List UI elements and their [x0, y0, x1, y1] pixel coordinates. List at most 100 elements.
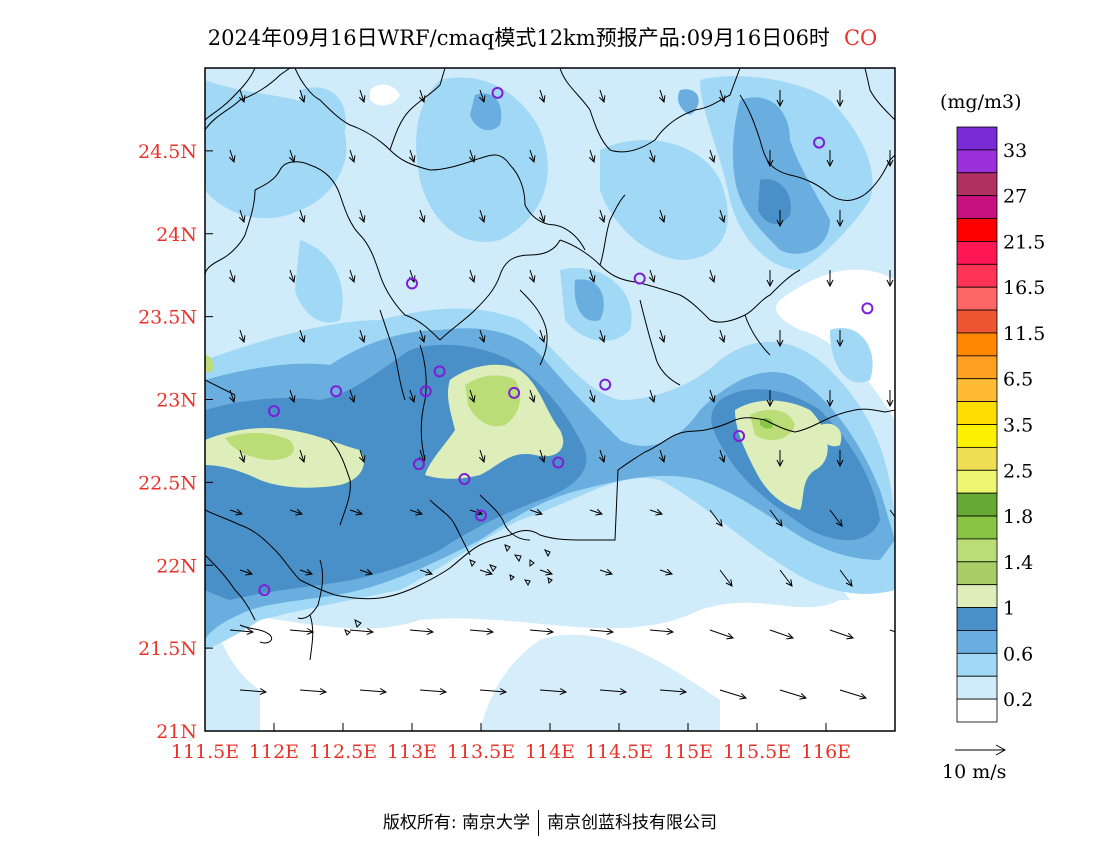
wind-arrow	[299, 688, 328, 695]
wind-arrow	[836, 450, 844, 468]
wind-arrow	[229, 508, 244, 516]
wind-arrow	[897, 90, 903, 106]
legend-unit: (mg/m3)	[940, 91, 1022, 113]
title-species: CO	[843, 26, 878, 50]
wind-arrow	[886, 150, 894, 168]
lat-tick-label: 22.5N	[138, 472, 197, 494]
lat-tick-label: 21N	[156, 721, 197, 743]
lon-tick-label: 113E	[387, 741, 437, 763]
legend-swatch	[956, 675, 998, 700]
wind-arrow	[478, 89, 486, 104]
wind-arrow	[708, 389, 716, 404]
lat-tick-label: 23.5N	[138, 307, 197, 329]
legend-label: 1	[1003, 598, 1015, 620]
legend-label: 11.5	[1003, 323, 1045, 345]
legend-swatch	[956, 607, 998, 631]
wind-arrow	[478, 209, 486, 224]
wind-arrow	[889, 509, 895, 518]
wind-arrow	[769, 509, 783, 527]
legend-swatch	[956, 286, 998, 311]
wind-arrow	[776, 450, 784, 468]
color-legend	[956, 126, 998, 723]
lon-tick-label: 113.5E	[447, 741, 515, 763]
legend-label: 21.5	[1003, 231, 1045, 253]
wind-arrow	[769, 629, 795, 640]
wind-arrow	[709, 509, 723, 527]
wind-arrow	[358, 449, 366, 464]
wind-arrow	[298, 89, 306, 104]
legend-label: 27	[1003, 186, 1027, 208]
wind-arrow	[766, 270, 774, 288]
legend-swatch	[956, 584, 998, 608]
wind-arrow	[839, 569, 853, 587]
legend-swatch	[956, 630, 998, 654]
wind-arrow	[289, 508, 304, 516]
wind-arrow	[836, 330, 844, 348]
legend-swatch	[956, 492, 998, 517]
map-boundaries	[205, 68, 895, 661]
wind-arrow	[766, 150, 774, 168]
lon-tick-label: 115.5E	[723, 741, 791, 763]
lat-tick-label: 21.5N	[138, 638, 197, 660]
wind-arrow	[779, 689, 808, 700]
wind-arrow	[358, 329, 366, 344]
legend-swatch	[956, 309, 998, 334]
chart-title: 2024年09月16日WRF/cmaq模式12km预报产品:09月16日06时 C…	[0, 22, 1085, 52]
wind-arrow	[239, 688, 268, 695]
lon-tick-label: 112E	[249, 741, 299, 763]
wind-arrow	[659, 688, 688, 695]
legend-label: 0.6	[1003, 643, 1033, 665]
station-marker	[813, 136, 826, 149]
wind-arrow	[228, 269, 236, 284]
lon-tick-label: 111.5E	[171, 741, 239, 763]
wind-arrow	[419, 568, 434, 576]
wind-arrow	[529, 628, 555, 635]
wind-arrow	[900, 570, 912, 586]
island-outlines	[344, 544, 553, 636]
wind-arrow	[598, 89, 606, 104]
lat-tick-label: 22N	[156, 555, 197, 577]
wind-arrow	[418, 89, 426, 104]
wind-arrow	[479, 688, 508, 695]
wind-arrow	[539, 688, 568, 695]
wind-arrow	[298, 329, 306, 344]
legend-swatch	[956, 469, 998, 494]
wind-arrow	[779, 569, 793, 587]
wind-arrow	[648, 269, 656, 284]
legend-label: 0.2	[1003, 689, 1033, 711]
latitude-axis: 24.5N 24N 23.5N 23N 22.5N 22N 21.5N 21N	[138, 141, 213, 743]
wind-arrow	[588, 269, 596, 284]
legend-label: 16.5	[1003, 277, 1045, 299]
wind-arrow	[648, 389, 656, 404]
wind-arrow	[418, 209, 426, 224]
wind-arrow	[348, 389, 356, 404]
wind-arrow	[469, 628, 495, 635]
legend-swatch	[956, 424, 998, 448]
wind-arrow	[468, 269, 476, 284]
wind-arrow	[719, 689, 748, 700]
legend-label: 1.8	[1003, 506, 1033, 528]
lon-tick-label: 114E	[525, 741, 575, 763]
legend-swatch	[956, 172, 998, 197]
wind-arrow	[900, 690, 926, 699]
wind-arrow	[288, 149, 296, 164]
wind-arrow	[538, 329, 546, 344]
wind-arrow	[826, 390, 834, 408]
wind-arrow	[478, 449, 486, 464]
wind-arrow	[599, 568, 614, 576]
wind-arrow	[238, 209, 246, 224]
legend-swatch	[956, 515, 998, 540]
wind-arrow	[776, 210, 784, 228]
wind-arrow	[528, 389, 536, 404]
wind-arrow	[588, 389, 596, 404]
wind-arrow	[239, 568, 254, 576]
wind-arrow	[538, 209, 546, 224]
wind-arrow	[708, 269, 716, 284]
station-marker	[330, 385, 343, 398]
wind-arrow	[766, 390, 774, 408]
lat-tick-label: 23N	[156, 390, 197, 412]
station-marker	[406, 277, 418, 290]
wind-arrow	[478, 329, 486, 344]
wind-arrow	[589, 508, 604, 516]
